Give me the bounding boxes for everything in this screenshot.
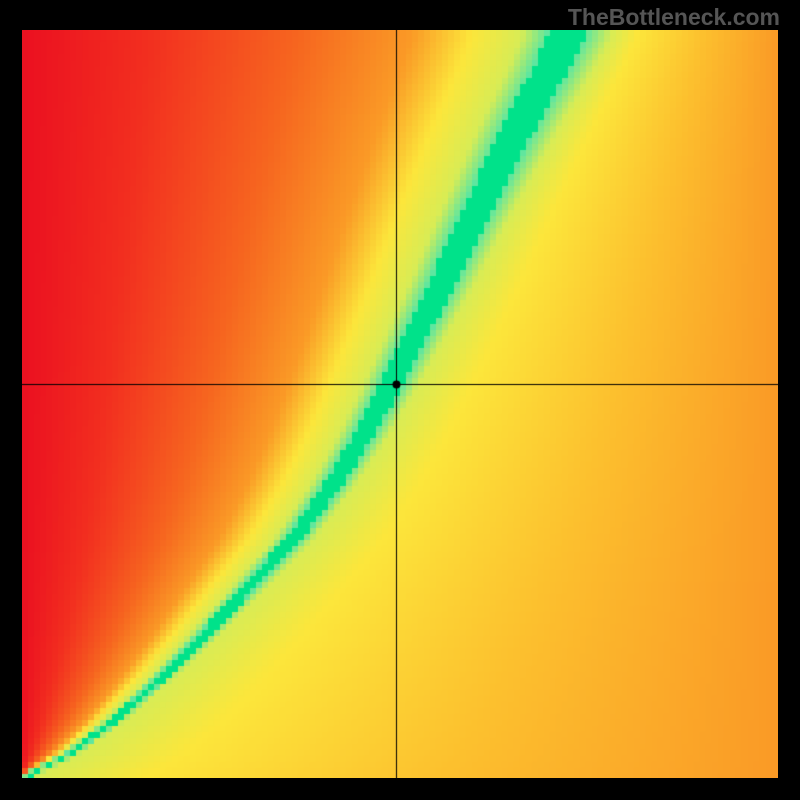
watermark-text: TheBottleneck.com	[568, 4, 780, 31]
heatmap-plot	[22, 30, 778, 778]
heatmap-canvas	[22, 30, 778, 778]
